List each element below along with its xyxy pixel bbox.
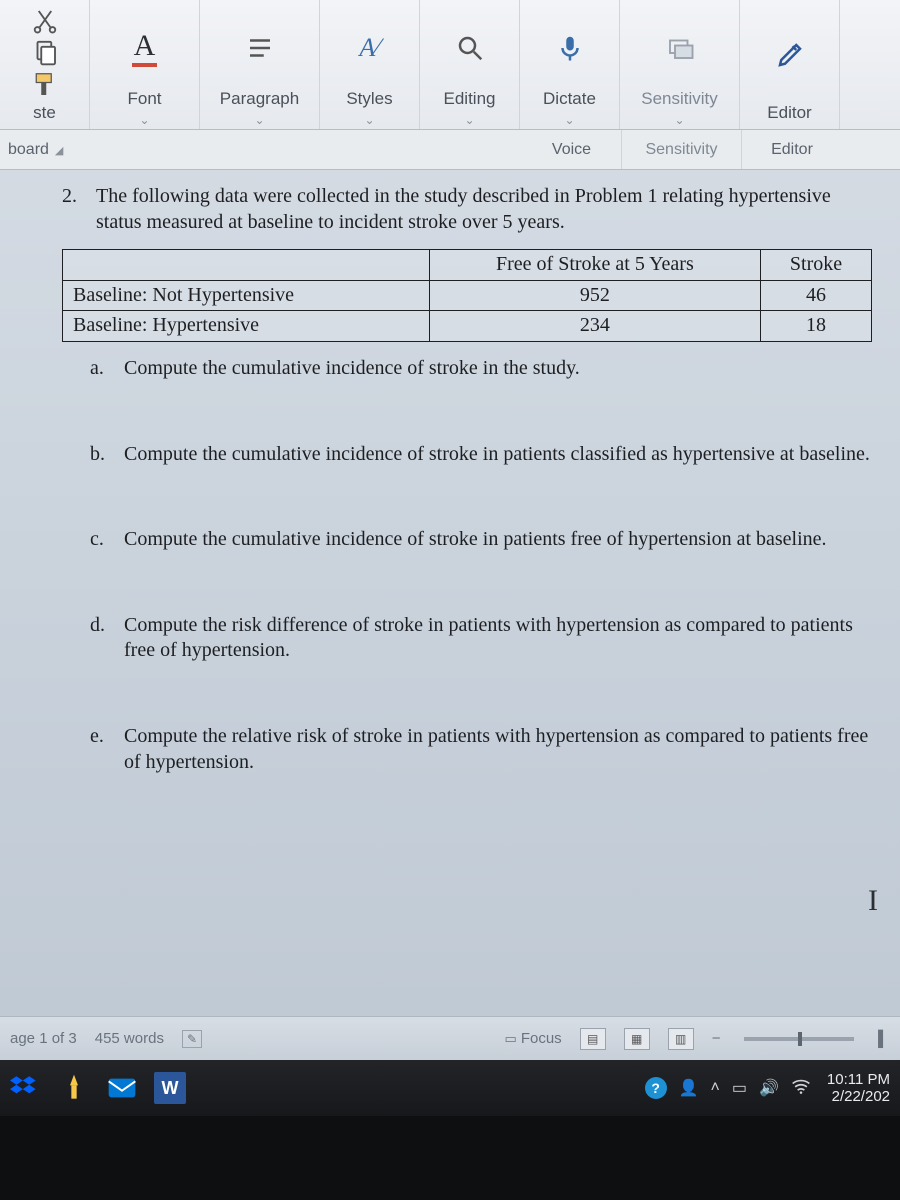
sub-question-e: e. Compute the relative risk of stroke i…: [90, 724, 872, 775]
print-layout-icon[interactable]: ▦: [624, 1028, 650, 1050]
text-cursor: I: [868, 882, 878, 920]
below-screen: [0, 1116, 900, 1200]
format-painter-icon[interactable]: [30, 70, 60, 100]
sub-question-c: c. Compute the cumulative incidence of s…: [90, 527, 872, 553]
wifi-icon[interactable]: [791, 1078, 811, 1099]
ribbon-group-styles[interactable]: A⁄ Styles ⌄: [320, 0, 420, 129]
table-cell: 18: [761, 311, 872, 342]
ribbon-label-font: Font: [127, 89, 161, 113]
mail-icon[interactable]: [106, 1072, 138, 1104]
subrow-sensitivity: Sensitivity: [622, 130, 742, 169]
ribbon-label-paragraph: Paragraph: [220, 89, 299, 113]
table-cell: Baseline: Not Hypertensive: [63, 280, 430, 311]
subrow-voice: Voice: [522, 130, 622, 169]
table-header-row: Free of Stroke at 5 Years Stroke: [63, 250, 872, 281]
table-header-free: Free of Stroke at 5 Years: [429, 250, 760, 281]
styles-icon[interactable]: A⁄: [359, 33, 379, 63]
status-page[interactable]: age 1 of 3: [10, 1030, 77, 1047]
ribbon-group-dictate[interactable]: Dictate ⌄: [520, 0, 620, 129]
ribbon-group-clipboard[interactable]: ste: [0, 0, 90, 129]
font-color-icon[interactable]: A: [132, 29, 158, 67]
table-row: Baseline: Not Hypertensive 952 46: [63, 280, 872, 311]
document-page[interactable]: 2. The following data were collected in …: [22, 178, 900, 1008]
sub-question-a: a. Compute the cumulative incidence of s…: [90, 356, 872, 382]
windows-taskbar: W ? 👤 ˄ ▭ 🔊 10:11 PM 2/22/202: [0, 1060, 900, 1116]
editor-pen-icon[interactable]: [775, 40, 805, 70]
data-table: Free of Stroke at 5 Years Stroke Baselin…: [62, 249, 872, 342]
microphone-icon[interactable]: [555, 33, 585, 63]
ribbon-group-font[interactable]: A Font ⌄: [90, 0, 200, 129]
word-status-bar: age 1 of 3 455 words ✎ ▭Focus ▤ ▦ ▥ − ▍: [0, 1016, 900, 1060]
table-cell: 234: [429, 311, 760, 342]
dropbox-icon[interactable]: [10, 1072, 42, 1104]
help-icon[interactable]: ?: [645, 1077, 667, 1099]
read-mode-icon[interactable]: ▤: [580, 1028, 606, 1050]
chevron-down-icon[interactable]: ⌄: [674, 113, 684, 127]
web-layout-icon[interactable]: ▥: [668, 1028, 694, 1050]
copy-icon[interactable]: [30, 38, 60, 68]
status-words[interactable]: 455 words: [95, 1030, 164, 1047]
people-icon[interactable]: 👤: [679, 1078, 699, 1098]
ribbon-group-sensitivity[interactable]: Sensitivity ⌄: [620, 0, 740, 129]
word-icon[interactable]: W: [154, 1072, 186, 1104]
tray-chevron-icon[interactable]: ˄: [711, 1079, 720, 1097]
table-cell: Baseline: Hypertensive: [63, 311, 430, 342]
chevron-down-icon[interactable]: ⌄: [364, 113, 374, 127]
ribbon-label-editor: Editor: [767, 103, 811, 127]
table-header-blank: [63, 250, 430, 281]
system-tray: ? 👤 ˄ ▭ 🔊: [645, 1077, 811, 1099]
cut-icon[interactable]: [30, 6, 60, 36]
search-icon[interactable]: [455, 33, 485, 63]
ribbon: ste A Font ⌄ Paragraph ⌄ A⁄ Styles ⌄ Edi…: [0, 0, 900, 130]
spellcheck-icon[interactable]: ✎: [182, 1030, 202, 1048]
zoom-out-button[interactable]: −: [712, 1030, 721, 1047]
battery-icon[interactable]: ▭: [732, 1078, 747, 1098]
zoom-slider[interactable]: [744, 1037, 854, 1041]
clipboard-sublabel: board ◢: [0, 130, 71, 170]
question-2: 2. The following data were collected in …: [62, 184, 872, 235]
table-header-stroke: Stroke: [761, 250, 872, 281]
ribbon-label-clipboard: ste: [33, 103, 56, 127]
question-text: The following data were collected in the…: [96, 184, 872, 235]
sub-question-b: b. Compute the cumulative incidence of s…: [90, 442, 872, 468]
focus-mode-button[interactable]: ▭Focus: [505, 1030, 562, 1047]
chevron-down-icon[interactable]: ⌄: [139, 113, 149, 127]
taskbar-clock[interactable]: 10:11 PM 2/22/202: [827, 1071, 890, 1106]
ribbon-label-editing: Editing: [444, 89, 496, 113]
sensitivity-icon: [665, 33, 695, 63]
ribbon-label-styles: Styles: [346, 89, 392, 113]
clock-time: 10:11 PM: [827, 1071, 890, 1088]
sub-question-d: d. Compute the risk difference of stroke…: [90, 613, 872, 664]
ribbon-group-editing[interactable]: Editing ⌄: [420, 0, 520, 129]
subrow-editor: Editor: [742, 130, 842, 169]
table-row: Baseline: Hypertensive 234 18: [63, 311, 872, 342]
ribbon-label-sensitivity: Sensitivity: [641, 89, 718, 113]
volume-icon[interactable]: 🔊: [759, 1078, 779, 1098]
zoom-in-button[interactable]: ▍: [878, 1030, 890, 1048]
table-cell: 952: [429, 280, 760, 311]
app-window: ste A Font ⌄ Paragraph ⌄ A⁄ Styles ⌄ Edi…: [0, 0, 900, 1060]
question-number: 2.: [62, 184, 84, 235]
table-cell: 46: [761, 280, 872, 311]
ribbon-group-paragraph[interactable]: Paragraph ⌄: [200, 0, 320, 129]
ribbon-subrow: board ◢ Voice Sensitivity Editor: [0, 130, 900, 170]
dialog-launcher-icon[interactable]: ◢: [55, 144, 63, 157]
paragraph-icon[interactable]: [245, 33, 275, 63]
ribbon-label-dictate: Dictate: [543, 89, 596, 113]
ribbon-group-editor[interactable]: Editor: [740, 0, 840, 129]
app-icon[interactable]: [58, 1072, 90, 1104]
chevron-down-icon[interactable]: ⌄: [254, 113, 264, 127]
chevron-down-icon[interactable]: ⌄: [564, 113, 574, 127]
chevron-down-icon[interactable]: ⌄: [464, 113, 474, 127]
clock-date: 2/22/202: [827, 1088, 890, 1105]
